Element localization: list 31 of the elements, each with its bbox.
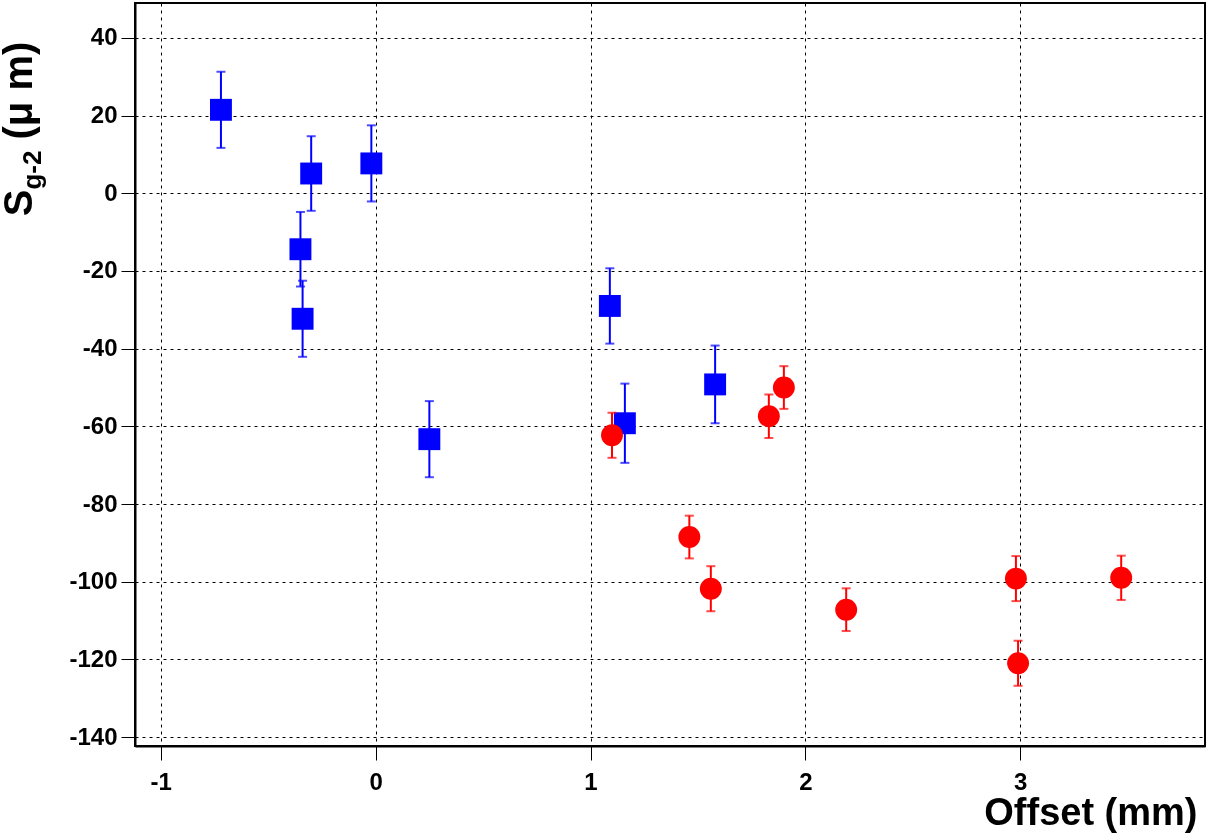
x-tick-label: -1	[150, 767, 172, 795]
point	[704, 373, 727, 396]
x-tick-label: 0	[369, 767, 383, 795]
point	[699, 577, 722, 600]
y-tick-label: 40	[90, 23, 118, 51]
y-tick-label: 0	[104, 178, 118, 206]
y-tick-label: -100	[69, 567, 118, 595]
y-tick-label: -60	[82, 411, 118, 439]
y-tick-label: -120	[69, 644, 118, 672]
point	[601, 424, 623, 447]
point	[678, 526, 701, 548]
x-tick-label: 1	[584, 767, 598, 795]
point	[291, 307, 314, 330]
point	[772, 376, 795, 399]
point	[1110, 566, 1133, 589]
x-tick-label: 2	[799, 767, 813, 795]
point	[360, 152, 383, 175]
y-tick-label: 20	[90, 101, 118, 129]
point	[757, 405, 780, 428]
y-tick-label: -140	[69, 722, 118, 750]
point	[1004, 567, 1027, 590]
y-tick-label: -40	[82, 334, 118, 362]
point	[300, 162, 323, 185]
point	[209, 98, 232, 121]
point	[418, 428, 441, 451]
point	[835, 598, 858, 621]
y-tick-label: -20	[82, 256, 118, 284]
point	[598, 294, 621, 317]
point	[289, 238, 312, 261]
y-tick-label: -80	[82, 489, 118, 517]
point	[1007, 652, 1030, 675]
